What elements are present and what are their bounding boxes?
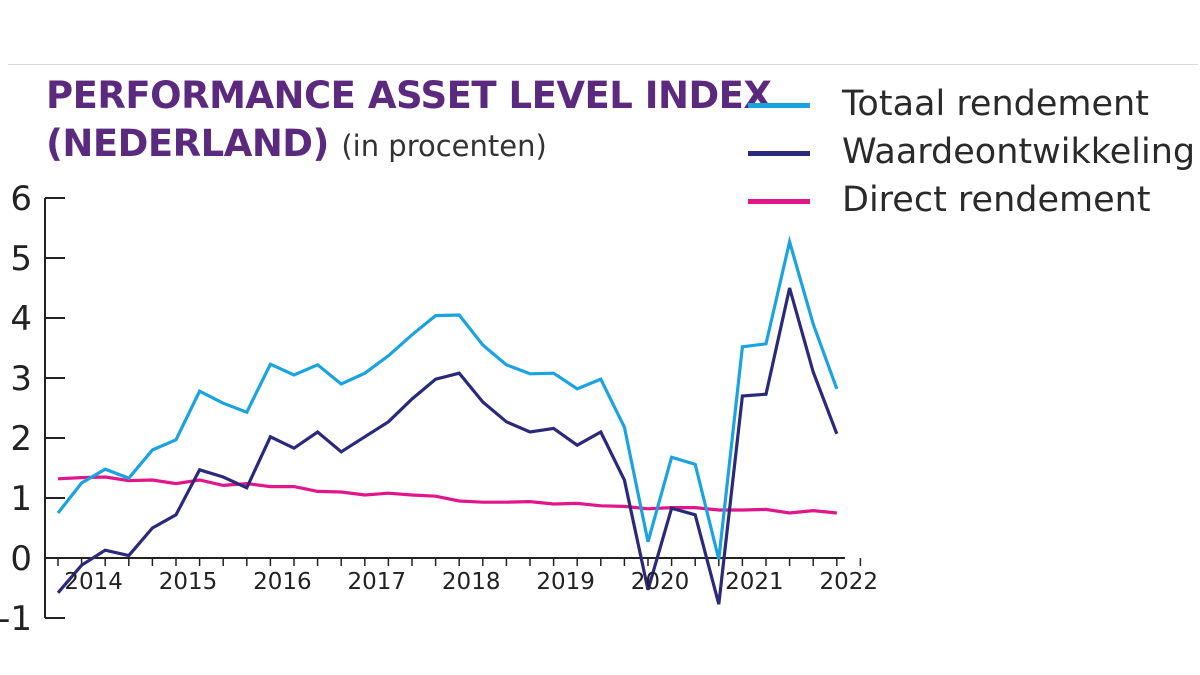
- x-tick-label: 2020: [631, 569, 690, 595]
- series-line-waardeontwikkeling: [56, 287, 839, 605]
- x-tick-label: 2015: [159, 569, 218, 595]
- axes: [44, 197, 862, 619]
- legend-swatch-totaal: [748, 103, 810, 108]
- legend-label-totaal: Totaal rendement: [842, 84, 1149, 124]
- x-tick-label: 2022: [820, 569, 879, 595]
- y-tick-label: 2: [10, 419, 32, 459]
- x-tick-label: 2016: [253, 569, 312, 595]
- legend-label-waarde: Waardeontwikkeling: [842, 132, 1196, 172]
- series-line-totaal-rendement: [56, 235, 839, 560]
- legend-swatch-direct: [748, 199, 810, 204]
- legend-swatch-waarde: [748, 151, 810, 156]
- tick-labels: 6 5 4 3 2 1 0 -1 2014 2015 2016 2017 2018 2019 2020 202…: [0, 179, 878, 639]
- chart-title-line2: (NEDERLAND): [46, 122, 329, 165]
- x-tick-label: 2021: [725, 569, 784, 595]
- series-lines: [56, 235, 839, 605]
- chart-subtitle: (in procenten): [341, 129, 547, 163]
- y-tick-label: 5: [10, 239, 32, 279]
- chart-title: PERFORMANCE ASSET LEVEL INDEX (NEDERLAND…: [46, 72, 772, 170]
- x-tick-label: 2019: [536, 569, 595, 595]
- y-tick-label: -1: [0, 599, 32, 639]
- y-tick-label: 1: [10, 479, 32, 519]
- y-tick-label: 3: [10, 359, 32, 399]
- series-line-direct-rendement: [57, 475, 837, 515]
- x-tick-label: 2018: [442, 569, 501, 595]
- legend-label-direct: Direct rendement: [842, 180, 1151, 220]
- x-tick-label: 2017: [348, 569, 407, 595]
- x-tick-label: 2014: [64, 569, 123, 595]
- y-tick-label: 6: [10, 179, 32, 219]
- y-tick-label: 0: [10, 539, 32, 579]
- chart-title-line1: PERFORMANCE ASSET LEVEL INDEX: [46, 74, 772, 117]
- top-divider: [8, 64, 1198, 65]
- y-tick-label: 4: [10, 299, 32, 339]
